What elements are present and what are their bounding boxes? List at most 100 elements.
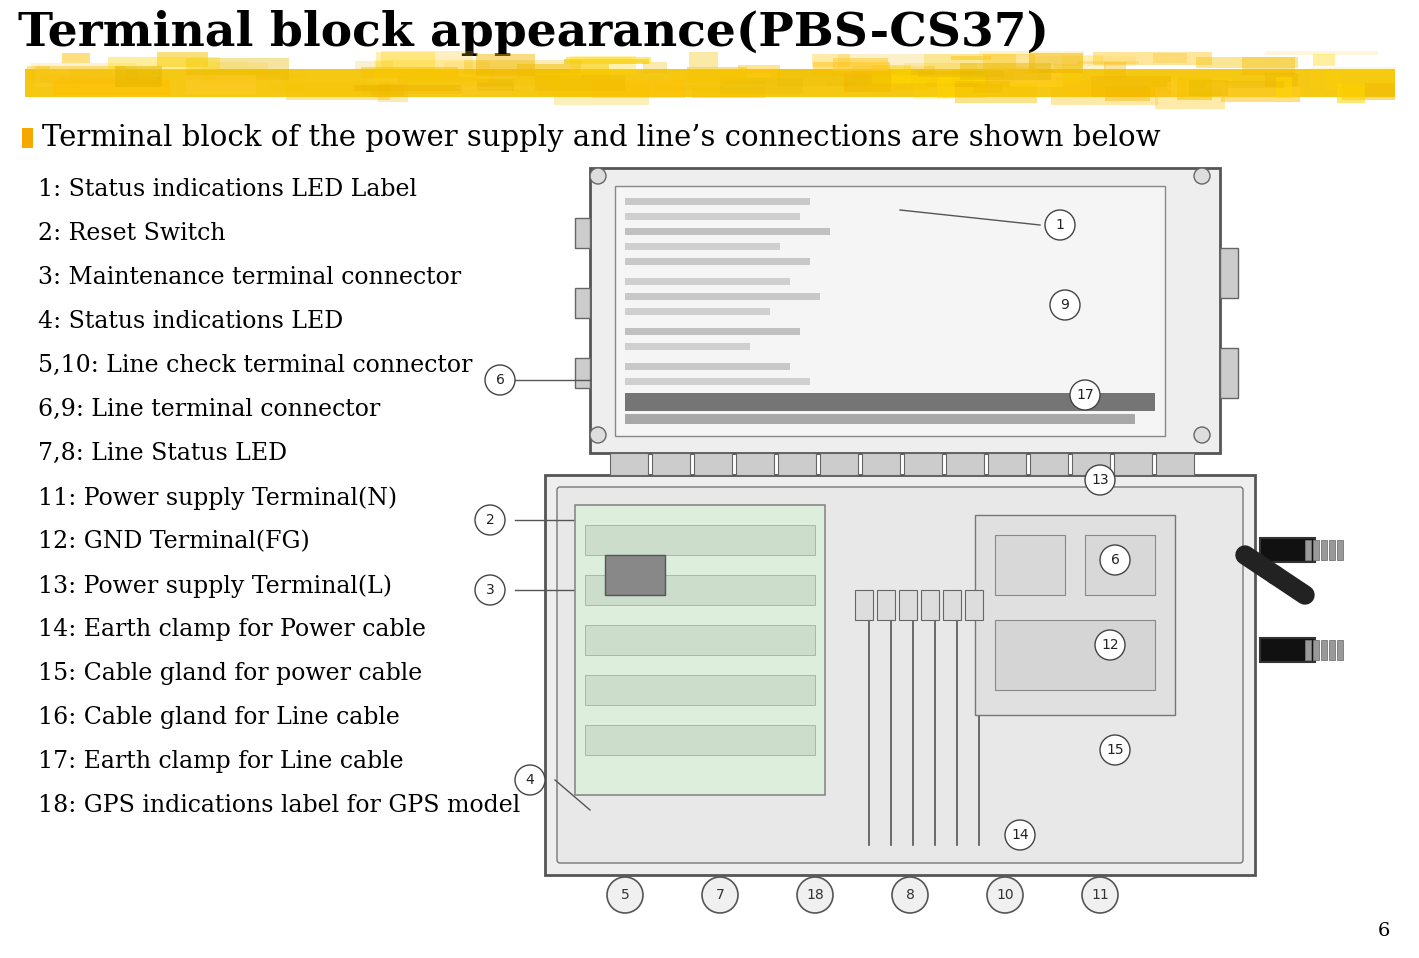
Bar	[1220, 86, 1300, 103]
Bar	[1093, 52, 1212, 65]
Bar	[952, 70, 973, 85]
Bar	[1337, 540, 1342, 560]
Bar	[1325, 71, 1341, 90]
Circle shape	[475, 575, 505, 605]
Circle shape	[515, 765, 545, 795]
Bar	[610, 453, 648, 475]
Bar	[1330, 640, 1335, 660]
Bar	[992, 70, 1056, 87]
Bar	[989, 67, 1037, 86]
Bar	[585, 675, 815, 705]
Bar	[41, 74, 152, 81]
Bar	[376, 52, 436, 70]
Bar	[1147, 78, 1230, 93]
Bar	[1337, 83, 1365, 103]
Bar	[1266, 51, 1378, 56]
Bar	[952, 57, 990, 60]
Bar	[738, 65, 780, 73]
Text: 7,8: Line Status LED: 7,8: Line Status LED	[38, 442, 287, 465]
Bar	[694, 453, 732, 475]
Bar	[1260, 538, 1315, 562]
Bar	[27, 66, 50, 80]
Bar	[624, 198, 810, 205]
Bar	[1313, 640, 1320, 660]
Circle shape	[590, 168, 606, 184]
Bar	[1155, 87, 1225, 109]
Text: 11: 11	[1091, 888, 1108, 902]
Bar	[959, 63, 1051, 80]
Text: 6: 6	[1111, 553, 1120, 567]
Text: 10: 10	[996, 888, 1013, 902]
Bar	[1206, 82, 1264, 88]
Bar	[368, 78, 406, 84]
Text: 15: 15	[1107, 743, 1124, 757]
Bar	[861, 453, 900, 475]
Circle shape	[607, 877, 643, 913]
Bar	[53, 80, 170, 95]
Bar	[1266, 73, 1298, 87]
Bar	[585, 625, 815, 655]
Bar	[965, 590, 983, 620]
Bar	[375, 60, 488, 81]
Bar	[186, 75, 255, 94]
Bar	[778, 69, 891, 85]
Bar	[1166, 82, 1226, 90]
Bar	[1090, 76, 1171, 97]
Bar	[688, 52, 718, 68]
Bar	[31, 63, 138, 82]
Bar	[604, 555, 666, 595]
Bar	[914, 83, 954, 100]
Bar	[1056, 78, 1098, 86]
Bar	[983, 54, 1036, 74]
Text: 1: 1	[1056, 218, 1064, 232]
Bar	[158, 52, 209, 67]
Bar	[937, 75, 985, 98]
Bar	[624, 363, 790, 370]
Bar	[877, 590, 895, 620]
Bar	[813, 62, 890, 76]
Bar	[355, 61, 393, 71]
Bar	[995, 620, 1155, 690]
Bar	[955, 83, 1037, 103]
Text: 6: 6	[1378, 922, 1391, 940]
Circle shape	[590, 427, 606, 443]
Bar	[464, 59, 582, 75]
Text: 5,10: Line check terminal connector: 5,10: Line check terminal connector	[38, 354, 473, 377]
Bar	[1104, 86, 1149, 102]
FancyBboxPatch shape	[558, 487, 1243, 863]
Bar	[946, 453, 983, 475]
Bar	[517, 63, 609, 79]
Bar	[477, 79, 514, 91]
Circle shape	[475, 505, 505, 535]
Bar	[674, 69, 782, 81]
Bar	[927, 77, 981, 87]
Bar	[1071, 453, 1110, 475]
Bar	[475, 55, 535, 76]
Bar	[924, 54, 1016, 71]
Text: 1: Status indications LED Label: 1: Status indications LED Label	[38, 178, 417, 201]
Bar	[216, 76, 281, 82]
Text: 16: Cable gland for Line cable: 16: Cable gland for Line cable	[38, 706, 400, 729]
Bar	[1030, 453, 1069, 475]
Text: 9: 9	[1060, 298, 1070, 312]
Bar	[1176, 77, 1212, 101]
Bar	[1061, 56, 1104, 62]
Bar	[687, 67, 746, 82]
Bar	[455, 86, 534, 89]
Bar	[379, 83, 407, 103]
Bar	[624, 414, 1135, 424]
Bar	[624, 378, 810, 385]
Circle shape	[1070, 380, 1100, 410]
Bar	[624, 213, 800, 220]
Bar	[624, 308, 771, 315]
Bar	[538, 79, 622, 95]
Bar	[1321, 640, 1327, 660]
Bar	[692, 86, 765, 99]
Text: 2: Reset Switch: 2: Reset Switch	[38, 222, 226, 245]
Bar	[23, 128, 33, 148]
Bar	[624, 393, 1155, 411]
Bar	[575, 288, 590, 318]
Text: 7: 7	[715, 888, 724, 902]
Bar	[585, 725, 815, 755]
Circle shape	[1044, 210, 1076, 240]
